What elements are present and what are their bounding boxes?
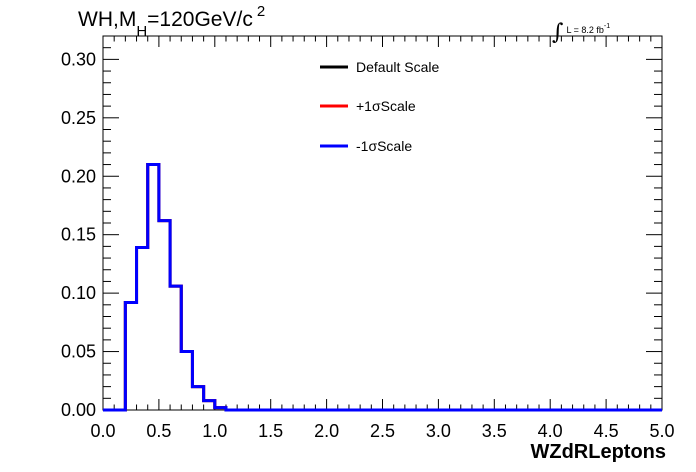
luminosity-superscript: -1 xyxy=(603,23,611,30)
y-tick-label: 0.15 xyxy=(61,225,96,245)
series-line-0 xyxy=(103,163,662,412)
series-line-2 xyxy=(103,163,662,412)
axis-ticks xyxy=(102,35,663,411)
x-tick-label: 2.5 xyxy=(370,421,395,441)
luminosity-text: L = 8.2 fb xyxy=(566,25,604,35)
plot-frame xyxy=(102,35,663,411)
legend-label: Default Scale xyxy=(356,59,439,75)
x-tick-label: 5.0 xyxy=(649,421,674,441)
y-tick-label: 0.10 xyxy=(61,283,96,303)
luminosity-label: ∫ L = 8.2 fb-1 xyxy=(552,14,611,45)
legend-label: +1σScale xyxy=(356,98,416,114)
x-tick-label: 1.5 xyxy=(258,421,283,441)
plot-title: WH,MH=120GeV/c 2 xyxy=(78,3,265,40)
y-tick-label: 0.30 xyxy=(61,49,96,69)
series-line-1 xyxy=(103,163,662,412)
title-main-text: WH,M xyxy=(78,8,137,31)
x-axis-label: WZdRLeptons xyxy=(530,441,666,463)
x-tick-label: 0.5 xyxy=(146,421,171,441)
x-tick-label: 4.5 xyxy=(594,421,619,441)
legend: Default Scale +1σScale -1σScale xyxy=(320,59,439,154)
integral-symbol: ∫ xyxy=(552,20,564,45)
x-tick-label: 2.0 xyxy=(314,421,339,441)
x-tick-label: 4.0 xyxy=(538,421,563,441)
histogram-series xyxy=(103,163,662,412)
title-rest-text: =120GeV/c xyxy=(147,8,253,31)
x-tick-label: 3.0 xyxy=(426,421,451,441)
x-tick-label: 0.0 xyxy=(90,421,115,441)
title-subscript: H xyxy=(136,23,148,40)
y-tick-label: 0.25 xyxy=(61,108,96,128)
x-tick-labels: 0.0 0.5 1.0 1.5 2.0 2.5 3.0 3.5 4.0 4.5 5.0 xyxy=(90,421,674,441)
legend-label: -1σScale xyxy=(356,138,412,154)
y-tick-label: 0.00 xyxy=(61,400,96,420)
title-superscript: 2 xyxy=(256,3,266,20)
y-tick-label: 0.05 xyxy=(61,342,96,362)
x-tick-label: 1.0 xyxy=(202,421,227,441)
y-tick-labels: 0.00 0.05 0.10 0.15 0.20 0.25 0.30 xyxy=(61,49,96,420)
x-tick-label: 3.5 xyxy=(482,421,507,441)
y-tick-label: 0.20 xyxy=(61,166,96,186)
